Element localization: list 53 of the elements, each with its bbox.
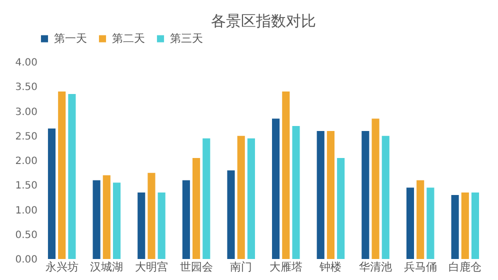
bar	[237, 136, 245, 259]
bar	[48, 128, 56, 259]
bar	[316, 130, 324, 259]
bar	[158, 192, 166, 259]
x-tick-label: 兵马俑	[404, 260, 437, 274]
bar	[382, 136, 390, 259]
y-tick-label: 3.00	[15, 106, 38, 118]
bar	[272, 118, 280, 259]
x-tick-label: 汉城湖	[90, 260, 124, 274]
x-tick-label: 南门	[230, 260, 252, 274]
bar	[247, 138, 255, 259]
x-tick-label: 钟楼	[318, 260, 342, 274]
x-tick-label: 永兴坊	[45, 260, 78, 274]
y-tick-label: 3.50	[15, 82, 38, 94]
bar	[112, 182, 121, 259]
bar	[461, 192, 469, 259]
y-tick-label: 1.00	[15, 205, 38, 216]
bar	[68, 94, 76, 259]
bar	[58, 92, 66, 259]
bar	[102, 175, 110, 259]
bar	[192, 158, 200, 259]
x-tick-label: 世园会	[180, 260, 213, 274]
bar	[326, 130, 335, 259]
legend-label: 第二天	[112, 32, 145, 45]
bar	[202, 138, 210, 259]
bar	[372, 118, 380, 259]
bar	[426, 188, 434, 259]
x-tick-label: 大雁塔	[269, 260, 302, 274]
x-tick-label: 华清池	[359, 260, 392, 274]
legend-label: 第三天	[170, 32, 203, 45]
y-tick-label: 4.00	[15, 58, 38, 68]
bar	[416, 180, 424, 259]
bar	[451, 194, 459, 259]
bar	[138, 192, 146, 259]
bar	[337, 158, 345, 259]
bar	[292, 126, 300, 259]
bar	[92, 180, 100, 259]
bar	[471, 192, 480, 259]
chart-title: 各景区指数对比	[211, 12, 316, 30]
bar	[227, 170, 235, 259]
bar	[182, 180, 190, 259]
x-tick-label: 大明宫	[134, 260, 168, 274]
y-tick-label: 0.50	[15, 230, 38, 241]
bar	[282, 92, 290, 259]
x-tick-label: 白鹿仓	[448, 260, 482, 274]
y-tick-label: 0.00	[15, 254, 38, 266]
bar	[406, 188, 414, 259]
y-tick-label: 2.00	[15, 156, 38, 167]
y-tick-label: 2.50	[15, 131, 38, 142]
bar	[362, 130, 370, 259]
y-tick-label: 1.50	[15, 180, 38, 192]
legend-label: 第一天	[54, 32, 87, 45]
bar	[148, 172, 156, 259]
